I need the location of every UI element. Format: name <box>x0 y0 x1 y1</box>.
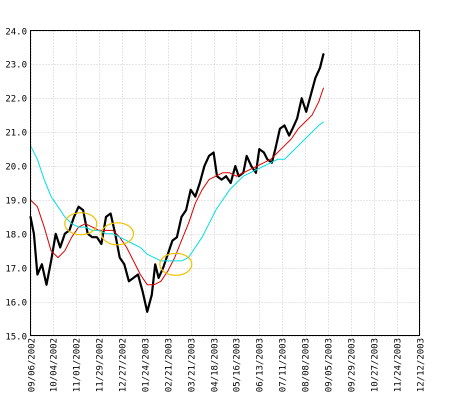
y-tick-label: 23.0 <box>5 61 27 71</box>
x-tick-label: 09/29/2003 <box>348 338 358 392</box>
grid-lines <box>30 30 421 337</box>
x-tick-label: 01/24/2003 <box>142 338 152 392</box>
annotation-layer <box>64 212 193 276</box>
y-tick-label: 24.0 <box>5 28 27 38</box>
x-tick-label: 11/29/2002 <box>96 338 106 392</box>
y-tick-label: 15.0 <box>5 333 27 343</box>
y-axis: 15.0 16.0 17.0 18.0 19.0 20.0 21.0 22.0 23.0 24.0 <box>5 28 27 343</box>
plot-frame <box>30 30 420 336</box>
x-tick-label: 08/08/2003 <box>302 338 312 392</box>
x-tick-label: 10/04/2002 <box>50 338 60 392</box>
highlight-ellipse <box>64 212 98 236</box>
y-tick-label: 18.0 <box>5 231 27 241</box>
x-tick-label: 11/01/2002 <box>73 338 83 392</box>
y-tick-label: 17.0 <box>5 265 27 275</box>
y-tick-label: 22.0 <box>5 95 27 105</box>
x-tick-label: 10/27/2003 <box>371 338 381 392</box>
x-tick-label: 07/11/2003 <box>279 338 289 392</box>
highlight-ellipse <box>100 222 135 246</box>
y-tick-label: 21.0 <box>5 129 27 139</box>
series-line-2 <box>30 87 324 286</box>
x-tick-label: 02/21/2003 <box>165 338 175 392</box>
y-tick-label: 20.0 <box>5 163 27 173</box>
x-tick-label: 09/05/2003 <box>325 338 335 392</box>
series-line-3 <box>30 121 324 262</box>
x-tick-label: 12/27/2002 <box>119 338 129 392</box>
y-tick-label: 16.0 <box>5 299 27 309</box>
x-tick-label: 12/12/2003 <box>417 338 427 392</box>
series-line-1 <box>29 53 325 313</box>
series-layer <box>29 53 325 313</box>
x-tick-label: 11/24/2003 <box>394 338 404 392</box>
x-axis: 09/06/2002 10/04/2002 11/01/2002 11/29/2002… <box>28 338 427 392</box>
x-tick-label: 06/13/2003 <box>256 338 266 392</box>
x-tick-label: 09/06/2002 <box>28 338 38 392</box>
x-tick-label: 05/16/2003 <box>233 338 243 392</box>
highlight-ellipse <box>159 252 193 276</box>
x-tick-label: 03/21/2003 <box>188 338 198 392</box>
x-tick-label: 04/18/2003 <box>211 338 221 392</box>
y-tick-label: 19.0 <box>5 197 27 207</box>
